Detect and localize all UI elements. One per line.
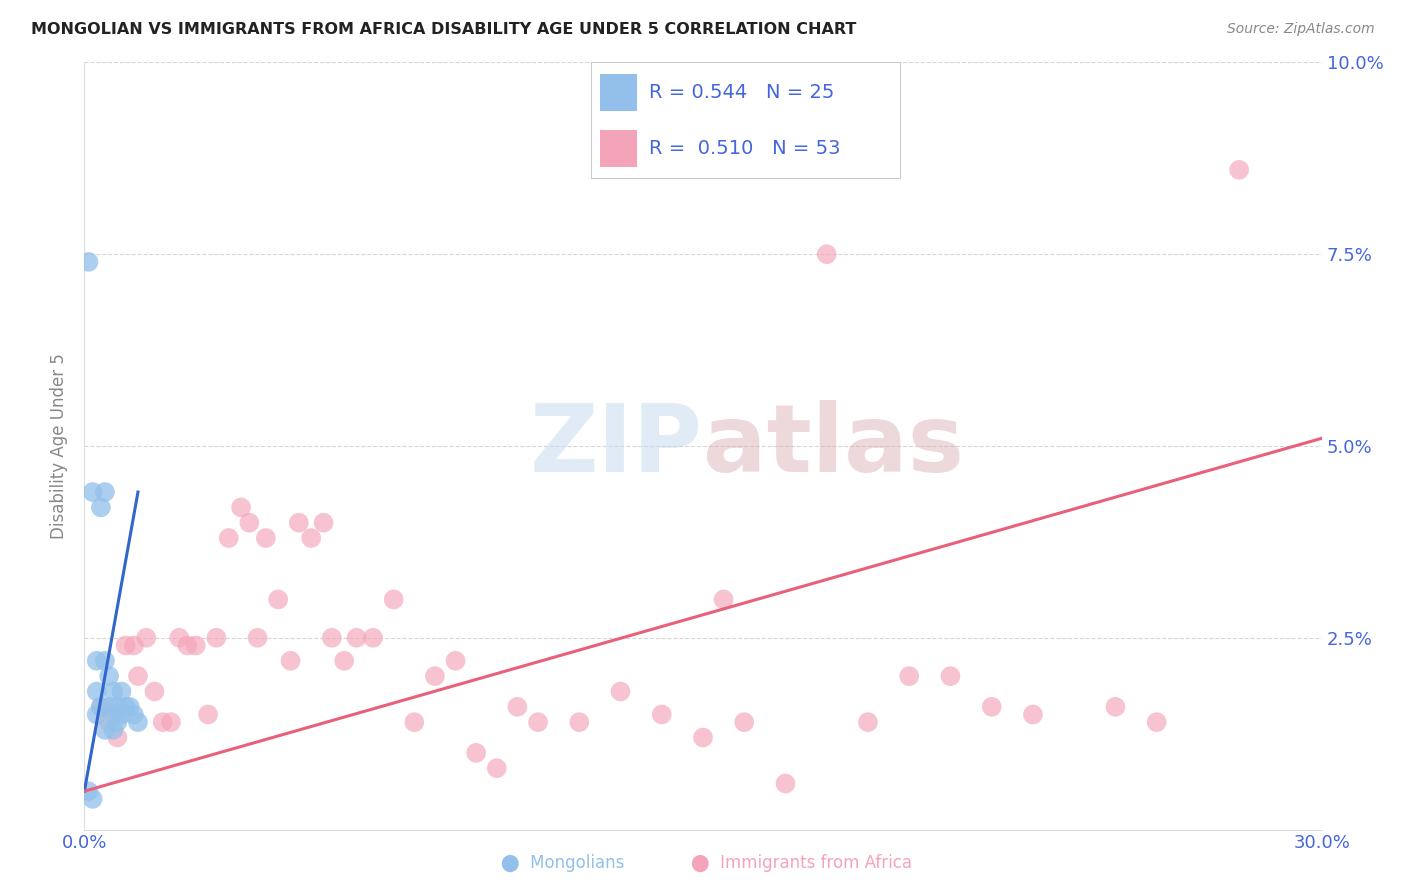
Point <box>238 516 260 530</box>
Point <box>114 699 136 714</box>
Point <box>404 715 426 730</box>
Point <box>898 669 921 683</box>
Point <box>312 516 335 530</box>
Point <box>527 715 550 730</box>
Bar <box>600 74 637 112</box>
Point <box>465 746 488 760</box>
Text: Source: ZipAtlas.com: Source: ZipAtlas.com <box>1227 22 1375 37</box>
Point <box>321 631 343 645</box>
Point <box>167 631 190 645</box>
Point <box>122 707 145 722</box>
Point <box>299 531 322 545</box>
Point <box>246 631 269 645</box>
Point <box>444 654 467 668</box>
Text: R = 0.544   N = 25: R = 0.544 N = 25 <box>650 83 835 102</box>
Point <box>609 684 631 698</box>
Point <box>127 669 149 683</box>
Point <box>218 531 240 545</box>
Point <box>105 699 128 714</box>
Text: MONGOLIAN VS IMMIGRANTS FROM AFRICA DISABILITY AGE UNDER 5 CORRELATION CHART: MONGOLIAN VS IMMIGRANTS FROM AFRICA DISA… <box>31 22 856 37</box>
Point <box>90 699 112 714</box>
Point <box>382 592 405 607</box>
Point <box>346 631 368 645</box>
Point <box>1104 699 1126 714</box>
Bar <box>600 129 637 167</box>
Text: R =  0.510   N = 53: R = 0.510 N = 53 <box>650 139 841 158</box>
Text: atlas: atlas <box>703 400 965 492</box>
Point <box>103 684 125 698</box>
Point <box>267 592 290 607</box>
Point <box>280 654 302 668</box>
Point <box>86 684 108 698</box>
Point <box>77 784 100 798</box>
Point <box>127 715 149 730</box>
Point <box>939 669 962 683</box>
Point <box>82 792 104 806</box>
Point <box>152 715 174 730</box>
Point <box>692 731 714 745</box>
Point <box>775 776 797 790</box>
Point <box>118 699 141 714</box>
Point <box>423 669 446 683</box>
Point <box>77 255 100 269</box>
Point <box>288 516 311 530</box>
Point <box>713 592 735 607</box>
Point <box>815 247 838 261</box>
Point <box>98 715 121 730</box>
Point <box>103 723 125 737</box>
Point <box>98 699 121 714</box>
Point <box>122 639 145 653</box>
Point <box>184 639 207 653</box>
Point <box>86 654 108 668</box>
Text: ZIP: ZIP <box>530 400 703 492</box>
Point <box>110 684 132 698</box>
Point <box>90 699 112 714</box>
Point <box>135 631 157 645</box>
Point <box>176 639 198 653</box>
Point <box>82 485 104 500</box>
Point <box>205 631 228 645</box>
Point <box>110 707 132 722</box>
Point <box>1227 162 1250 177</box>
Point <box>333 654 356 668</box>
Point <box>506 699 529 714</box>
Point <box>94 485 117 500</box>
Point <box>733 715 755 730</box>
Point <box>980 699 1002 714</box>
Point <box>94 654 117 668</box>
Point <box>103 707 125 722</box>
Point <box>568 715 591 730</box>
Text: ⬤  Immigrants from Africa: ⬤ Immigrants from Africa <box>690 855 912 872</box>
Text: ⬤  Mongolians: ⬤ Mongolians <box>501 855 624 872</box>
Point <box>98 669 121 683</box>
Point <box>160 715 183 730</box>
Point <box>485 761 508 775</box>
Point <box>856 715 879 730</box>
Point <box>90 500 112 515</box>
Point <box>1022 707 1045 722</box>
Point <box>86 707 108 722</box>
Point <box>143 684 166 698</box>
Point <box>254 531 277 545</box>
Point <box>651 707 673 722</box>
Point <box>105 731 128 745</box>
Point <box>94 723 117 737</box>
Point <box>1146 715 1168 730</box>
Point <box>114 639 136 653</box>
Point <box>229 500 252 515</box>
Y-axis label: Disability Age Under 5: Disability Age Under 5 <box>51 353 69 539</box>
Point <box>105 715 128 730</box>
Point <box>361 631 384 645</box>
Point <box>197 707 219 722</box>
